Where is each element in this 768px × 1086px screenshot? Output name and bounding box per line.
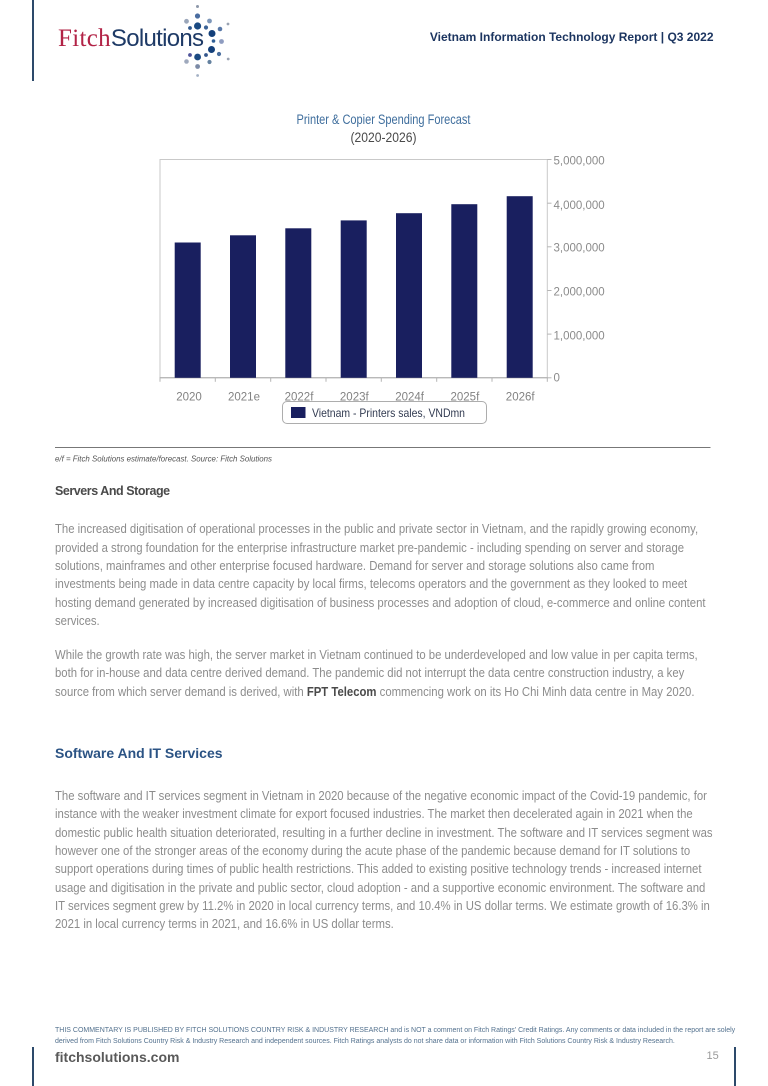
svg-text:5,000,000: 5,000,000 (554, 155, 605, 167)
svg-text:2024f: 2024f (395, 392, 425, 404)
svg-text:2026f: 2026f (506, 392, 536, 404)
svg-text:Printer & Copier Spending Fore: Printer & Copier Spending Forecast (297, 112, 471, 127)
svg-text:2022f: 2022f (285, 392, 315, 404)
svg-text:(2020-2026): (2020-2026) (351, 130, 417, 145)
svg-text:2025f: 2025f (451, 392, 481, 404)
svg-text:0: 0 (554, 372, 560, 384)
svg-text:2023f: 2023f (340, 392, 370, 404)
svg-text:4,000,000: 4,000,000 (554, 200, 605, 212)
svg-text:2020: 2020 (176, 392, 202, 404)
svg-text:2,000,000: 2,000,000 (554, 287, 605, 299)
svg-text:2021e: 2021e (228, 392, 260, 404)
svg-text:e/f = Fitch Solutions estimate: e/f = Fitch Solutions estimate/forecast.… (55, 455, 272, 464)
svg-text:3,000,000: 3,000,000 (554, 243, 605, 255)
svg-text:Vietnam - Printers sales, VNDm: Vietnam - Printers sales, VNDmn (312, 406, 465, 420)
svg-text:1,000,000: 1,000,000 (554, 330, 605, 342)
